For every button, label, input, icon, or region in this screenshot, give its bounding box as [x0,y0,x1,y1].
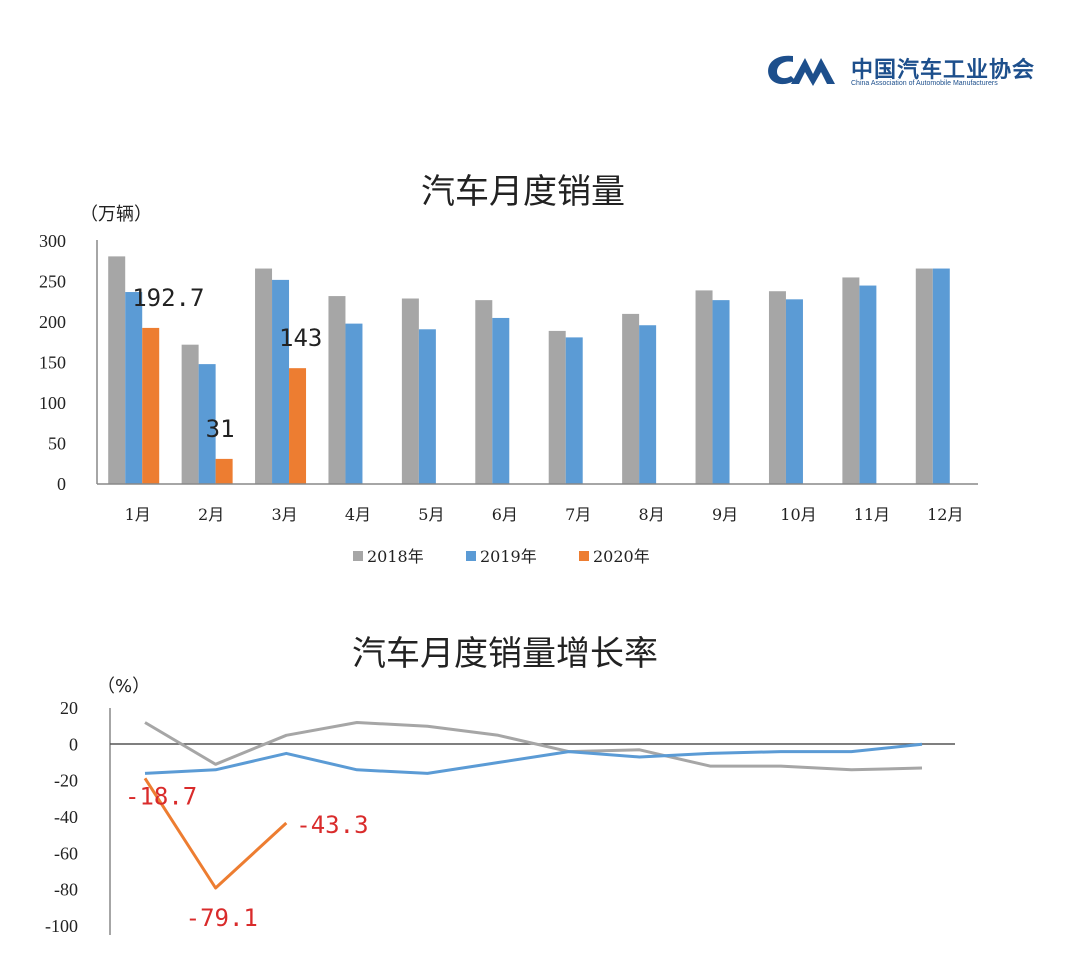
bar-y-tick-label: 50 [48,434,66,454]
bar-2019年-3月 [272,279,290,484]
bar-y-tick-label: 100 [39,393,66,413]
legend-swatch-2019年 [466,551,476,561]
line-data-label: -18.7 [125,782,197,810]
bar-2018年-8月 [622,313,640,484]
bar-2019年-11月 [859,285,877,484]
bar-2018年-2月 [181,344,199,484]
line-series-2018年 [144,721,923,772]
bar-y-tick-label: 300 [39,231,66,251]
bar-x-tick-label: 2月 [198,505,224,524]
bar-2019年-10月 [785,299,803,484]
bar-chart-y-unit: （万辆） [80,204,152,225]
bar-x-tick-label: 4月 [345,505,371,524]
caam-logo: 中国汽车工业协会 China Association of Automobile… [765,48,1045,96]
bar-data-label: 192.7 [132,284,204,312]
line-chart-y-unit: （%） [97,676,150,697]
bar-y-tick-label: 0 [57,474,66,494]
bar-2019年-1月 [125,292,143,484]
bar-2018年-3月 [255,268,273,484]
bar-2019年-7月 [565,337,583,484]
bar-2020年-2月 [215,458,233,484]
caam-logo-icon [768,55,835,86]
bar-2018年-10月 [768,291,786,484]
line-chart-title: 汽车月度销量增长率 [352,634,658,674]
bar-x-tick-label: 8月 [639,505,665,524]
bar-2018年-7月 [548,330,566,484]
bar-2018年-1月 [108,256,126,484]
bar-x-tick-label: 1月 [125,505,151,524]
bar-x-tick-label: 5月 [418,505,444,524]
bar-2020年-3月 [289,368,307,484]
line-data-label: -79.1 [186,904,258,932]
bar-2018年-6月 [475,300,493,484]
bar-2019年-12月 [932,268,950,484]
line-y-tick-label: -100 [45,916,78,936]
bar-2019年-9月 [712,300,730,484]
bar-2018年-4月 [328,296,346,484]
bar-chart-title: 汽车月度销量 [421,172,625,212]
line-y-tick-label: -20 [54,771,78,791]
line-y-tick-label: 0 [69,734,78,754]
bar-2020年-1月 [142,327,160,484]
bar-2019年-2月 [198,364,216,484]
bar-2018年-5月 [401,298,419,484]
legend-swatch-2020年 [579,551,589,561]
bar-y-tick-label: 250 [39,272,66,292]
bar-2018年-9月 [695,290,713,484]
bar-2019年-8月 [639,325,657,484]
line-y-tick-label: -40 [54,807,78,827]
bar-y-tick-label: 200 [39,312,66,332]
bar-x-tick-label: 11月 [854,505,890,524]
legend-label: 2020年 [593,547,650,566]
monthly-sales-bar-chart: 汽车月度销量 （万辆） 0 50 100 150 200 250 300 1月 2月 3月 4月 5… [39,172,978,566]
bar-x-tick-label: 9月 [712,505,738,524]
bar-2018年-12月 [915,268,933,484]
bar-x-tick-label: 3月 [271,505,297,524]
bar-y-tick-label: 150 [39,353,66,373]
legend-swatch-2018年 [353,551,363,561]
line-data-label: -43.3 [296,811,368,839]
bar-data-label: 31 [206,415,235,443]
bar-2019年-4月 [345,323,363,484]
line-series-2020年 [143,777,288,890]
bar-x-tick-label: 6月 [492,505,518,524]
line-y-tick-label: -80 [54,880,78,900]
legend-label: 2019年 [480,547,537,566]
bar-x-tick-label: 10月 [780,505,816,524]
logo-name-en: China Association of Automobile Manufact… [851,80,998,87]
growth-rate-line-chart: 汽车月度销量增长率 （%） 20 0 -20 -40 -60 -80 -100 -18.7 -… [45,634,955,936]
bar-2019年-6月 [492,317,510,484]
bar-data-label: 143 [279,324,322,352]
bar-x-tick-label: 12月 [927,505,963,524]
bar-x-tick-label: 7月 [565,505,591,524]
line-y-tick-label: -60 [54,843,78,863]
bar-2018年-11月 [842,277,860,484]
bar-2019年-5月 [418,329,436,484]
line-series-2019年 [144,742,923,775]
logo-name-cn: 中国汽车工业协会 [851,58,1036,83]
line-y-tick-label: 20 [60,698,78,718]
legend-label: 2018年 [367,547,424,566]
